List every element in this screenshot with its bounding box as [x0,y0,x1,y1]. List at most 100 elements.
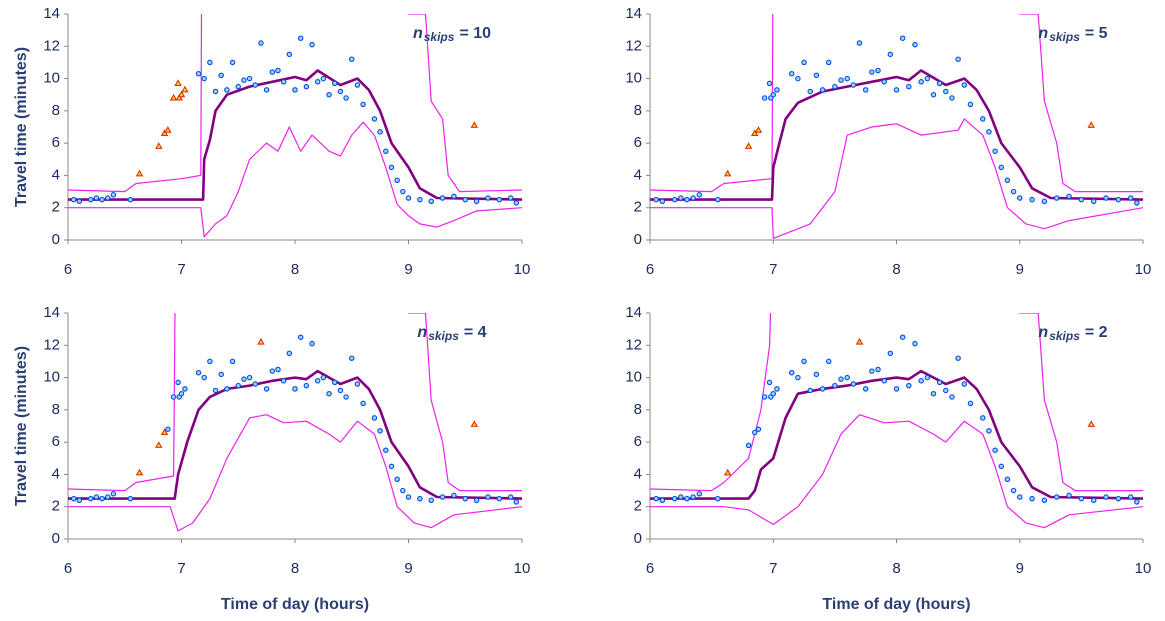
outlier [723,468,732,476]
point [899,334,906,340]
annotation-n: n [417,324,427,341]
point [1053,494,1060,500]
point [715,495,721,502]
annotation-sub: skips [1049,329,1080,343]
point [331,379,338,386]
outlier [1087,420,1095,427]
point [485,195,491,201]
point [218,371,224,378]
y-tick-label: 8 [634,401,642,418]
y-tick-label: 4 [52,166,60,183]
point [400,487,406,494]
outlier [174,79,182,86]
point [201,374,207,381]
point [696,192,703,198]
point [936,80,943,87]
point [297,35,304,41]
point [229,358,236,365]
point [371,415,378,421]
point [924,75,931,82]
y-tick-label: 12 [625,336,642,353]
point [1103,195,1109,201]
point [104,494,111,500]
y-axis-label: Travel time (minutes) [13,47,30,207]
point [320,374,327,381]
panel: 0 2 4 6 8 10 12 14 6 7 8 9 10 Travel time (minutes) ns… [13,5,530,278]
point [986,129,992,135]
point [869,69,875,75]
outlier [744,142,753,149]
point [87,495,94,502]
y-tick-label: 10 [43,369,60,386]
point [930,390,937,397]
point [309,41,315,48]
point [229,59,236,66]
thin-line [650,313,1143,492]
point [1127,494,1134,500]
point [912,41,918,48]
point [252,82,259,88]
x-tick-label: 7 [177,261,185,278]
point [428,198,434,205]
y-tick-label: 4 [634,166,642,183]
point [1066,492,1072,499]
point [252,381,259,387]
y-tick-label: 4 [634,465,642,482]
point [770,390,776,397]
point [795,75,801,82]
point [297,334,304,340]
point [906,83,912,90]
thick-line [68,369,522,500]
point [292,386,298,392]
point [473,497,480,504]
point [383,148,389,154]
point [76,198,83,205]
annotation: nskips = 5 [1038,25,1107,44]
point [417,196,423,203]
x-tick-label: 9 [404,560,412,577]
point [761,95,768,101]
point [405,195,412,201]
outlier [135,468,144,476]
point [899,35,906,41]
point [269,69,276,75]
point [354,381,361,387]
point [496,495,503,502]
point [774,87,780,93]
point [949,394,955,400]
point [1016,494,1023,500]
point [936,379,943,386]
point [337,387,344,394]
point [76,497,83,504]
point [439,195,446,201]
point [961,381,968,387]
point [1115,495,1122,502]
outlier [723,169,732,177]
point [788,369,795,376]
point [924,374,931,381]
x-tick-label: 7 [177,560,185,577]
point [825,59,832,66]
point [992,148,998,154]
point [869,368,875,374]
x-tick-label: 8 [892,560,900,577]
point [513,200,520,206]
point [303,83,310,90]
y-tick-label: 8 [634,102,642,119]
thin-line [68,313,522,492]
outlier [470,420,479,427]
point [761,394,768,400]
point [388,164,395,171]
point [788,70,795,77]
point [801,358,807,365]
outlier [181,85,189,93]
point [507,195,514,201]
point [998,164,1005,171]
point [314,378,321,384]
point [473,198,480,205]
x-tick-label: 9 [404,261,412,278]
point [224,87,230,93]
thin-line [650,118,1143,239]
point [195,70,202,77]
y-tick-label: 2 [634,199,642,216]
